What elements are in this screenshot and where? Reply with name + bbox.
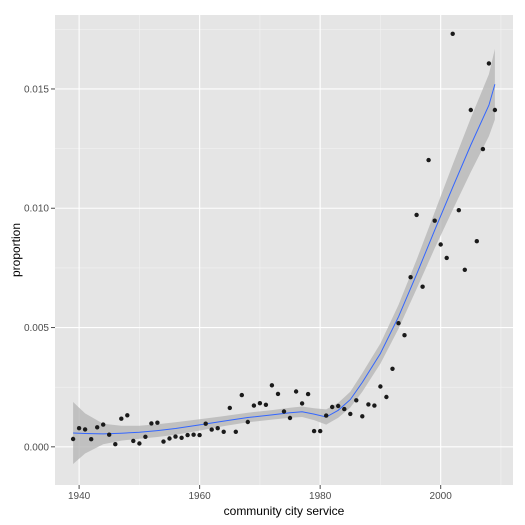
data-point: [474, 239, 479, 244]
data-point: [420, 284, 425, 289]
data-point: [179, 435, 184, 440]
data-point: [390, 366, 395, 371]
data-point: [402, 333, 407, 338]
data-point: [119, 416, 124, 421]
data-point: [173, 434, 178, 439]
data-point: [275, 391, 281, 397]
data-point: [191, 432, 196, 437]
data-point: [468, 107, 473, 113]
data-point: [76, 426, 82, 431]
data-point: [203, 421, 208, 426]
data-point: [486, 61, 492, 66]
y-tick-label: 0.000: [24, 442, 49, 453]
data-point: [251, 403, 257, 408]
data-point: [89, 437, 94, 442]
data-point: [396, 321, 401, 326]
data-point: [143, 434, 148, 439]
data-point: [372, 403, 377, 408]
data-point: [336, 403, 341, 409]
grid-lines: [55, 15, 513, 485]
data-point: [209, 427, 214, 432]
x-tick-label: 1960: [189, 491, 212, 502]
data-point: [281, 409, 287, 414]
data-point: [287, 415, 293, 421]
x-axis-title: community city service: [224, 504, 345, 518]
x-tick-label: 1940: [68, 491, 91, 502]
data-point: [245, 419, 250, 425]
data-point: [456, 208, 461, 213]
data-point: [239, 392, 244, 398]
x-tick-label: 2000: [430, 491, 453, 502]
y-axis-title: proportion: [9, 223, 23, 277]
data-point: [95, 425, 100, 430]
data-point: [305, 391, 311, 397]
data-point: [450, 31, 455, 36]
data-point: [161, 439, 166, 444]
x-tick-label: 1980: [309, 491, 332, 502]
data-point: [480, 146, 486, 152]
x-axis: 1940 1960 1980 2000: [68, 485, 452, 502]
data-point: [155, 420, 160, 425]
data-point: [257, 401, 263, 406]
data-point: [82, 427, 88, 432]
y-axis: 0.000 0.005 0.010 0.015: [24, 84, 55, 453]
data-point: [354, 398, 359, 403]
data-point: [414, 212, 419, 218]
data-point: [149, 421, 154, 426]
data-point: [366, 402, 371, 407]
data-point: [131, 438, 136, 444]
data-point: [408, 275, 413, 280]
data-point: [342, 406, 347, 412]
data-point: [107, 432, 112, 437]
data-point: [384, 394, 389, 400]
data-point: [269, 383, 275, 388]
data-point: [324, 413, 329, 418]
data-point: [432, 218, 437, 223]
y-tick-label: 0.005: [24, 323, 49, 334]
data-point: [348, 411, 353, 417]
y-tick-label: 0.010: [24, 204, 49, 215]
data-point: [360, 414, 365, 419]
data-point: [299, 401, 305, 406]
data-point: [293, 389, 299, 394]
data-point: [492, 107, 498, 113]
data-point: [125, 413, 130, 418]
data-point: [70, 436, 76, 442]
data-point: [378, 384, 383, 389]
data-point: [318, 428, 323, 434]
y-tick-label: 0.015: [24, 84, 49, 95]
data-point: [167, 436, 172, 441]
data-point: [462, 267, 467, 272]
data-point: [197, 432, 202, 438]
data-point: [426, 157, 431, 163]
data-point: [137, 441, 142, 446]
data-point: [233, 429, 238, 434]
data-point: [438, 242, 443, 247]
data-point: [444, 255, 449, 261]
plot-panel: [55, 15, 513, 485]
data-point: [263, 402, 269, 407]
data-point: [101, 422, 106, 427]
data-points: [70, 31, 498, 447]
data-point: [185, 432, 190, 438]
data-point: [221, 429, 226, 434]
smooth-line: [73, 84, 496, 435]
data-point: [311, 428, 317, 434]
data-point: [330, 404, 335, 410]
data-point: [227, 405, 232, 411]
smooth-fit-line: [73, 84, 496, 435]
data-point: [113, 442, 118, 447]
data-point: [215, 426, 220, 431]
